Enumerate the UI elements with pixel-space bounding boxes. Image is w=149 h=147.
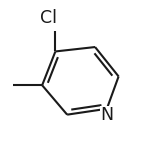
Text: N: N (100, 106, 113, 124)
Text: Cl: Cl (39, 9, 56, 27)
